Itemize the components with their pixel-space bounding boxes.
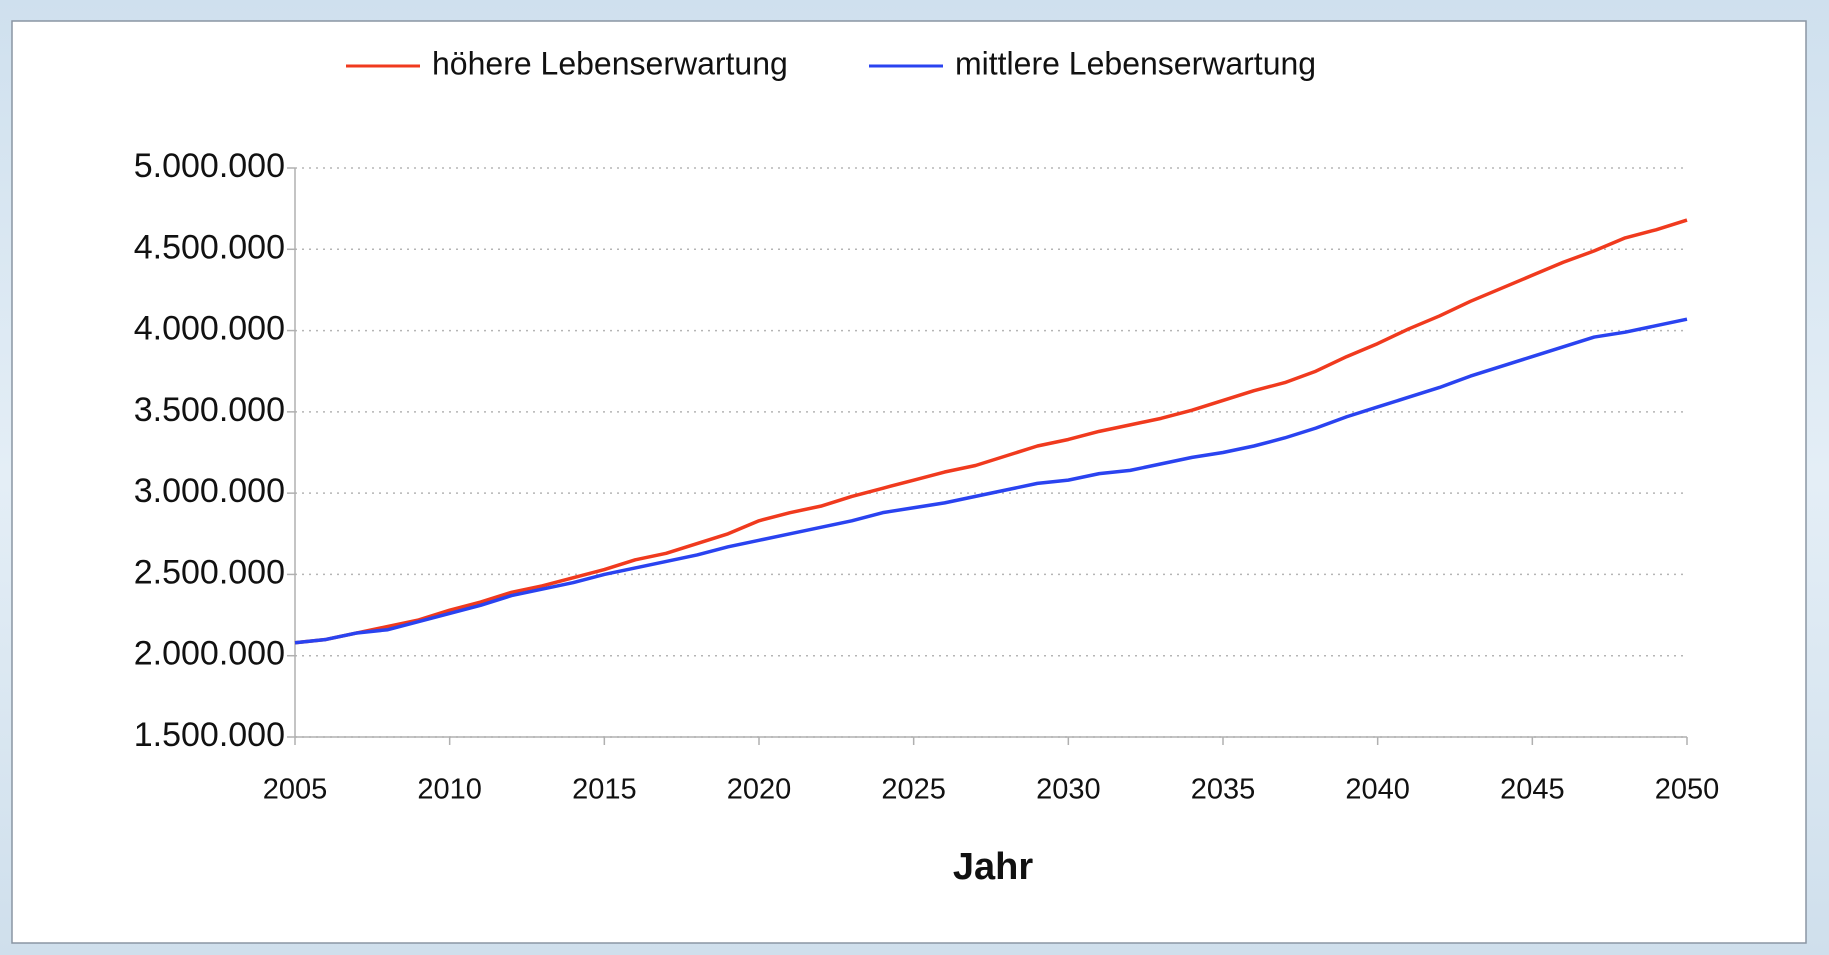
x-tick-label: 2010: [417, 774, 482, 806]
x-tick-label: 2045: [1500, 774, 1565, 806]
x-tick-label: 2025: [881, 774, 946, 806]
y-tick-label: 5.000.000: [134, 147, 285, 185]
y-tick-label: 4.500.000: [134, 228, 285, 266]
x-tick-label: 2050: [1655, 774, 1720, 806]
y-tick-label: 2.500.000: [134, 553, 285, 591]
x-tick-label: 2030: [1036, 774, 1101, 806]
legend-label: mittlere Lebenserwartung: [955, 45, 1316, 81]
x-tick-label: 2015: [572, 774, 637, 806]
x-tick-label: 2005: [263, 774, 328, 806]
y-tick-label: 1.500.000: [134, 716, 285, 754]
series-line: [294, 317, 1688, 645]
y-tick-label: 3.500.000: [134, 391, 285, 429]
y-tick-label: 4.000.000: [134, 310, 285, 348]
x-tick-label: 2035: [1191, 774, 1256, 806]
series-line: [294, 218, 1688, 645]
x-axis-label: Jahr: [953, 846, 1033, 888]
legend-label: höhere Lebenserwartung: [432, 45, 788, 81]
x-tick-label: 2020: [727, 774, 792, 806]
y-tick-label: 2.000.000: [134, 635, 285, 673]
y-tick-label: 3.000.000: [134, 472, 285, 510]
x-tick-label: 2040: [1345, 774, 1410, 806]
